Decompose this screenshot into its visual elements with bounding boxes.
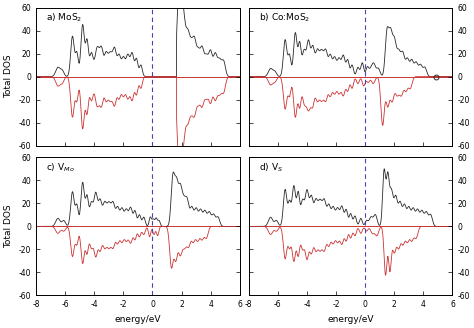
- X-axis label: energy/eV: energy/eV: [115, 315, 161, 324]
- Text: c) V$_{Mo}$: c) V$_{Mo}$: [46, 162, 75, 174]
- Text: a) MoS$_2$: a) MoS$_2$: [46, 12, 82, 24]
- X-axis label: energy/eV: energy/eV: [328, 315, 374, 324]
- Y-axis label: Total DOS: Total DOS: [4, 205, 13, 248]
- Y-axis label: Total DOS: Total DOS: [4, 55, 13, 98]
- Text: d) V$_S$: d) V$_S$: [259, 162, 283, 174]
- Text: b) Co:MoS$_2$: b) Co:MoS$_2$: [259, 12, 310, 24]
